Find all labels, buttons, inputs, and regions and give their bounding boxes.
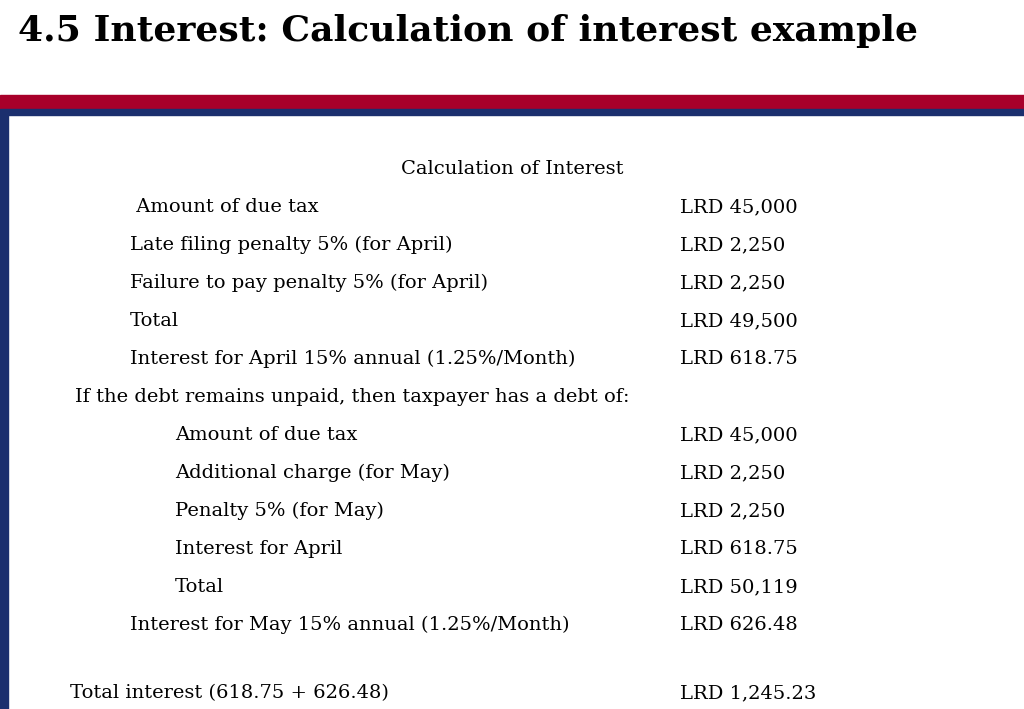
Text: Interest for April 15% annual (1.25%/Month): Interest for April 15% annual (1.25%/Mon…	[130, 350, 575, 368]
Text: Amount of due tax: Amount of due tax	[175, 426, 357, 444]
Text: Late filing penalty 5% (for April): Late filing penalty 5% (for April)	[130, 236, 453, 255]
Text: Total: Total	[175, 578, 224, 596]
Text: If the debt remains unpaid, then taxpayer has a debt of:: If the debt remains unpaid, then taxpaye…	[75, 388, 630, 406]
Text: LRD 50,119: LRD 50,119	[680, 578, 798, 596]
Text: LRD 2,250: LRD 2,250	[680, 274, 785, 292]
Text: Total: Total	[130, 312, 179, 330]
Text: LRD 2,250: LRD 2,250	[680, 464, 785, 482]
Text: Additional charge (for May): Additional charge (for May)	[175, 464, 450, 482]
Text: LRD 45,000: LRD 45,000	[680, 426, 798, 444]
Text: Amount of due tax: Amount of due tax	[130, 198, 318, 216]
Text: LRD 1,245.23: LRD 1,245.23	[680, 684, 816, 702]
Text: LRD 2,250: LRD 2,250	[680, 502, 785, 520]
Text: 4.5 Interest: Calculation of interest example: 4.5 Interest: Calculation of interest ex…	[18, 14, 918, 48]
Text: LRD 618.75: LRD 618.75	[680, 540, 798, 558]
Bar	[0, 109, 1024, 115]
Text: LRD 45,000: LRD 45,000	[680, 198, 798, 216]
Text: Interest for April: Interest for April	[175, 540, 342, 558]
Text: LRD 2,250: LRD 2,250	[680, 236, 785, 254]
Text: Calculation of Interest: Calculation of Interest	[400, 160, 624, 178]
Text: Total interest (618.75 + 626.48): Total interest (618.75 + 626.48)	[70, 684, 389, 702]
Text: LRD 618.75: LRD 618.75	[680, 350, 798, 368]
Bar	[0, 95, 1024, 109]
Text: Interest for May 15% annual (1.25%/Month): Interest for May 15% annual (1.25%/Month…	[130, 616, 569, 635]
Text: LRD 626.48: LRD 626.48	[680, 616, 798, 634]
Text: LRD 49,500: LRD 49,500	[680, 312, 798, 330]
Text: Penalty 5% (for May): Penalty 5% (for May)	[175, 502, 384, 520]
Text: Failure to pay penalty 5% (for April): Failure to pay penalty 5% (for April)	[130, 274, 488, 292]
Bar	[0, 115, 8, 709]
